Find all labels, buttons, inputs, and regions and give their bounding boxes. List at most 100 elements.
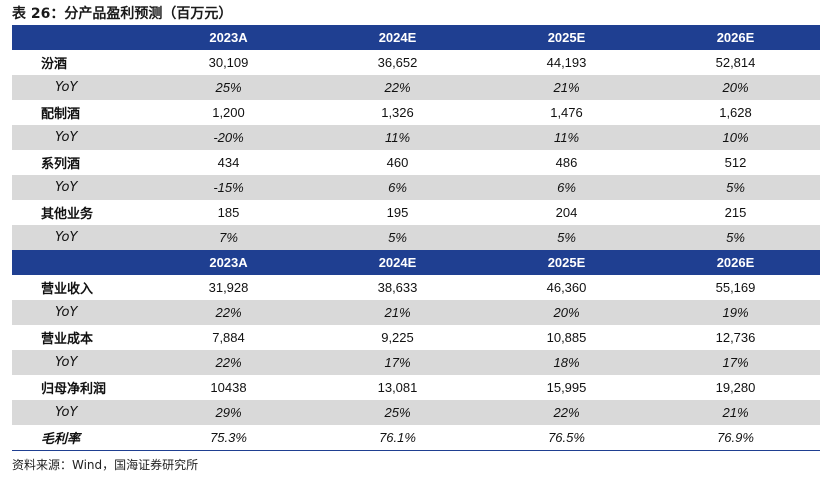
value-cell: 11% <box>553 130 580 145</box>
header-label-cell <box>12 25 144 50</box>
header-year-cell: 2023A <box>209 30 248 45</box>
table-header-row-2: 2023A 2024E 2025E 2026E <box>12 250 820 275</box>
value-cell: 21% <box>384 305 411 320</box>
row-label: 营业成本 <box>41 332 94 347</box>
value-cell: 20% <box>722 80 749 95</box>
summary-section: 营业收入 31,928 38,633 46,360 55,169 YoY 22% 21% 20%… <box>12 275 820 450</box>
source-note: 资料来源：Wind，国海证券研究所 <box>12 458 199 472</box>
yoy-row: YoY 22% 17% 18% 17% <box>12 350 820 375</box>
value-cell: 15,995 <box>546 380 587 395</box>
table-bottom-border <box>12 450 820 451</box>
value-cell: 215 <box>724 205 747 220</box>
row-label: 毛利率 <box>41 432 81 447</box>
value-cell: 13,081 <box>377 380 418 395</box>
value-cell: 25% <box>215 80 242 95</box>
value-cell: 9,225 <box>381 330 414 345</box>
value-cell: 5% <box>726 180 745 195</box>
value-cell: 195 <box>386 205 409 220</box>
value-cell: -15% <box>213 180 244 195</box>
value-cell: 17% <box>722 355 749 370</box>
header-year-cell: 2025E <box>547 255 586 270</box>
value-cell: 1,476 <box>550 105 583 120</box>
table-row: 归母净利润 10438 13,081 15,995 19,280 <box>12 375 820 400</box>
row-label: 其他业务 <box>41 207 94 222</box>
value-cell: 44,193 <box>546 55 587 70</box>
header-label-cell <box>12 250 144 275</box>
value-cell: 434 <box>217 155 240 170</box>
value-cell: 22% <box>215 305 242 320</box>
table-row: 汾酒 30,109 36,652 44,193 52,814 <box>12 50 820 75</box>
row-label: YoY <box>55 355 78 370</box>
value-cell: 7,884 <box>212 330 245 345</box>
value-cell: 21% <box>722 405 749 420</box>
value-cell: 75.3% <box>210 430 247 445</box>
value-cell: 20% <box>553 305 580 320</box>
value-cell: 1,200 <box>212 105 245 120</box>
value-cell: 18% <box>553 355 580 370</box>
row-label: YoY <box>55 230 78 245</box>
value-cell: 19% <box>722 305 749 320</box>
value-cell: 5% <box>388 230 407 245</box>
value-cell: 10% <box>722 130 749 145</box>
value-cell: 76.9% <box>717 430 754 445</box>
table-header-row: 2023A 2024E 2025E 2026E <box>12 25 820 50</box>
value-cell: 52,814 <box>715 55 756 70</box>
table-row: 营业成本 7,884 9,225 10,885 12,736 <box>12 325 820 350</box>
row-label: YoY <box>55 80 78 95</box>
value-cell: 19,280 <box>715 380 756 395</box>
header-year-cell: 2023A <box>209 255 248 270</box>
value-cell: 5% <box>726 230 745 245</box>
value-cell: 30,109 <box>208 55 249 70</box>
value-cell: 1,628 <box>719 105 752 120</box>
row-label: 配制酒 <box>41 107 81 122</box>
value-cell: 76.1% <box>379 430 416 445</box>
value-cell: 21% <box>553 80 580 95</box>
value-cell: 512 <box>724 155 747 170</box>
value-cell: 486 <box>555 155 578 170</box>
value-cell: 31,928 <box>208 280 249 295</box>
value-cell: 38,633 <box>377 280 418 295</box>
value-cell: 10,885 <box>546 330 587 345</box>
yoy-row: YoY 25% 22% 21% 20% <box>12 75 820 100</box>
table-row: 毛利率 75.3% 76.1% 76.5% 76.9% <box>12 425 820 450</box>
header-year-cell: 2025E <box>547 30 586 45</box>
value-cell: 22% <box>215 355 242 370</box>
value-cell: 76.5% <box>548 430 585 445</box>
value-cell: 55,169 <box>715 280 756 295</box>
yoy-row: YoY 7% 5% 5% 5% <box>12 225 820 250</box>
header-year-cell: 2024E <box>378 30 417 45</box>
table-row: 营业收入 31,928 38,633 46,360 55,169 <box>12 275 820 300</box>
value-cell: 36,652 <box>377 55 418 70</box>
value-cell: 11% <box>384 130 411 145</box>
value-cell: 204 <box>555 205 578 220</box>
value-cell: 6% <box>557 180 576 195</box>
value-cell: 25% <box>384 405 411 420</box>
row-label: YoY <box>55 305 78 320</box>
header-year-cell: 2024E <box>378 255 417 270</box>
table-title: 表 26：分产品盈利预测（百万元） <box>12 6 233 22</box>
row-label: 营业收入 <box>41 282 94 297</box>
yoy-row: YoY 22% 21% 20% 19% <box>12 300 820 325</box>
row-label: YoY <box>55 130 78 145</box>
value-cell: 12,736 <box>715 330 756 345</box>
value-cell: -20% <box>213 130 244 145</box>
value-cell: 17% <box>384 355 411 370</box>
value-cell: 22% <box>384 80 411 95</box>
yoy-row: YoY 29% 25% 22% 21% <box>12 400 820 425</box>
value-cell: 7% <box>219 230 238 245</box>
value-cell: 5% <box>557 230 576 245</box>
value-cell: 22% <box>553 405 580 420</box>
table-row: 其他业务 185 195 204 215 <box>12 200 820 225</box>
table-row: 系列酒 434 460 486 512 <box>12 150 820 175</box>
value-cell: 46,360 <box>546 280 587 295</box>
value-cell: 10438 <box>210 380 247 395</box>
yoy-row: YoY -15% 6% 6% 5% <box>12 175 820 200</box>
row-label: YoY <box>55 405 78 420</box>
row-label: 汾酒 <box>41 57 68 72</box>
profit-forecast-table: 2023A 2024E 2025E 2026E 汾酒 30,109 36,652 44… <box>12 25 820 451</box>
yoy-row: YoY -20% 11% 11% 10% <box>12 125 820 150</box>
header-year-cell: 2026E <box>716 30 755 45</box>
value-cell: 1,326 <box>381 105 414 120</box>
value-cell: 185 <box>217 205 240 220</box>
